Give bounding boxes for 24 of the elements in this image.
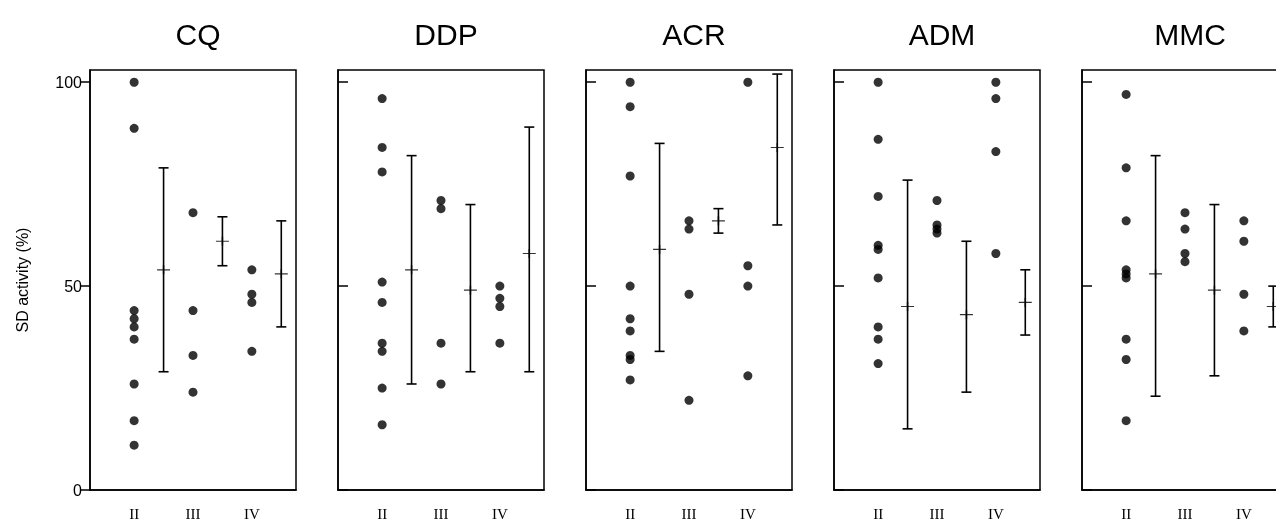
chart-title: CQ [175, 17, 221, 51]
x-tick-label: II [625, 505, 636, 522]
y-tick-label: 0 [73, 481, 83, 499]
chart-title: ADM [908, 17, 976, 51]
x-tick-label: IV [739, 505, 756, 522]
chart-title: ACR [662, 17, 726, 51]
x-tick-label: III [433, 505, 449, 522]
y-axis-title: SD activity (%) [13, 227, 31, 333]
x-tick-label: IV [243, 505, 260, 522]
x-tick-label: III [929, 505, 945, 522]
x-tick-label: III [1177, 505, 1193, 522]
x-tick-label: IV [987, 505, 1004, 522]
chart-title: DDP [414, 17, 478, 51]
x-tick-label: II [873, 505, 884, 522]
y-tick-label: 100 [55, 73, 83, 91]
x-tick-label: III [681, 505, 697, 522]
x-tick-label: II [1121, 505, 1132, 522]
x-tick-label: III [185, 505, 201, 522]
x-tick-label: II [129, 505, 140, 522]
x-tick-label: IV [1235, 505, 1252, 522]
x-tick-label: II [377, 505, 388, 522]
chart-title: MMC [1154, 17, 1226, 51]
y-tick-label: 50 [64, 277, 83, 295]
x-tick-label: IV [491, 505, 508, 522]
